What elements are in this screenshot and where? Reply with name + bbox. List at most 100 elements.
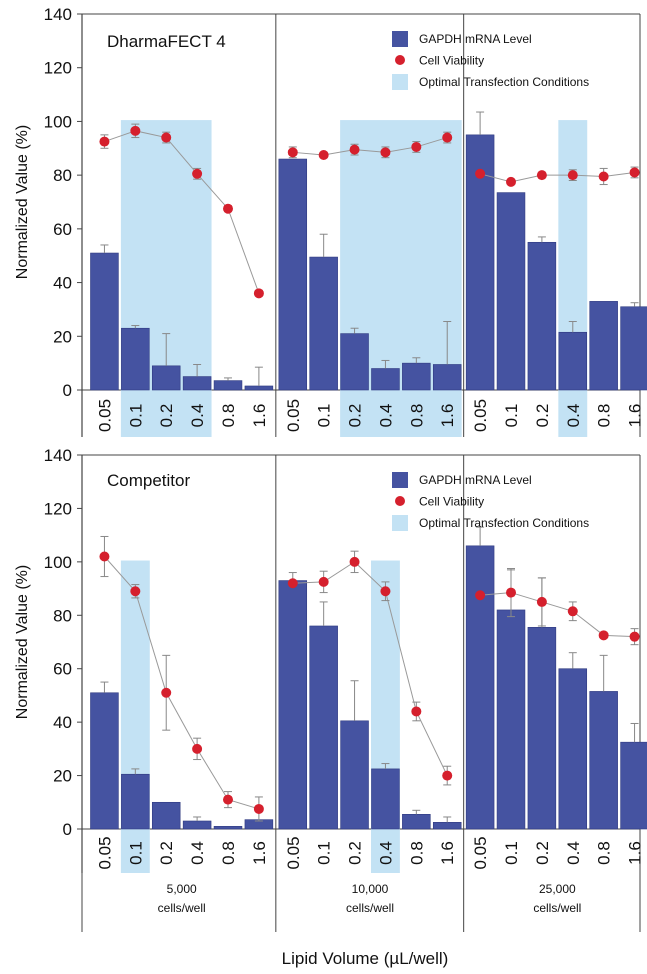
viability-point [567,170,578,181]
gapdh-bar [213,826,243,830]
viability-point [567,606,578,617]
gapdh-bar [151,365,181,391]
y-tick-label: 140 [44,446,72,465]
y-tick-label: 100 [44,553,72,572]
gapdh-bar [496,609,526,830]
gapdh-bar [90,692,119,830]
group-label-count: 10,000 [352,882,389,896]
viability-point [442,770,453,781]
x-tick-label: 1.6 [626,841,645,865]
legend-swatch-optimal [392,74,408,90]
x-axis-label: Lipid Volume (µL/well) [282,949,449,968]
viability-point [130,125,141,136]
viability-line [479,171,635,183]
viability-point [223,203,233,214]
gapdh-bar [620,741,647,830]
viability-point [629,631,640,642]
x-tick-label: 0.2 [157,841,176,865]
viability-line [480,592,635,638]
x-tick-label: 0.2 [533,404,552,428]
gapdh-bar [589,301,618,391]
viability-point [598,171,609,182]
x-tick-label: 0.05 [95,836,114,869]
gapdh-bar [244,385,274,391]
viability-point [99,551,110,562]
viability-point [506,176,516,187]
viability-point [287,147,298,158]
gapdh-bar [589,691,618,830]
legend-label: Optimal Transfection Conditions [419,75,589,89]
gapdh-bar [121,327,150,391]
viability-point [598,630,609,641]
x-tick-label: 0.8 [595,404,614,428]
legend-label: GAPDH mRNA Level [419,32,532,46]
viability-point [253,803,264,814]
x-tick-label: 0.2 [157,404,176,428]
x-tick-label: 0.8 [219,404,238,428]
x-tick-label: 0.8 [407,841,426,865]
x-tick-label: 1.6 [626,404,645,428]
x-tick-label: 0.05 [471,836,490,869]
group-label-unit: cells/well [158,901,206,915]
x-tick-label: 0.05 [284,836,303,869]
viability-point [161,687,172,698]
panel-title: Competitor [107,471,190,490]
gapdh-bar [309,625,338,830]
gapdh-bar [90,252,119,391]
x-tick-label: 0.1 [315,841,334,865]
x-tick-label: 1.6 [250,404,269,428]
x-tick-label: 0.8 [407,404,426,428]
viability-point [130,586,141,597]
gapdh-bar [278,158,308,391]
legend-label: GAPDH mRNA Level [419,473,532,487]
x-tick-label: 0.2 [346,404,365,428]
viability-point [253,288,264,299]
x-tick-label: 0.4 [188,404,207,428]
y-tick-label: 60 [53,660,72,679]
x-tick-label: 1.6 [250,841,269,865]
gapdh-bar [527,241,557,391]
x-tick-label: 0.1 [502,841,521,865]
y-tick-label: 40 [53,274,72,293]
gapdh-bar [340,720,369,830]
viability-point [442,132,453,143]
gapdh-bar [432,364,462,391]
viability-point [536,596,547,607]
y-tick-label: 20 [53,327,72,346]
viability-point [99,136,110,147]
viability-point [318,150,329,160]
viability-line [292,137,448,156]
x-tick-label: 0.4 [376,404,395,428]
gapdh-bar [182,820,212,830]
y-axis-label: Normalized Value (%) [14,125,31,279]
y-tick-label: 40 [53,713,72,732]
viability-line [104,556,260,810]
x-tick-label: 0.05 [471,399,490,432]
y-tick-label: 120 [44,499,72,518]
viability-point [349,144,360,155]
x-tick-label: 0.4 [564,841,583,865]
gapdh-bar [558,668,588,830]
y-tick-label: 120 [44,59,72,78]
viability-point [223,794,233,805]
gapdh-bar [121,773,150,830]
y-tick-label: 80 [53,606,72,625]
group-label-count: 5,000 [167,882,197,896]
gapdh-bar [432,822,462,830]
gapdh-bar [182,376,212,391]
gapdh-bar [465,545,495,830]
viability-point [411,141,422,152]
viability-point [192,743,203,754]
gapdh-bar [402,362,431,391]
legend-swatch-gapdh [392,31,408,47]
viability-point [475,590,486,601]
gapdh-bar [527,627,557,830]
legend-swatch-gapdh [392,472,408,488]
viability-point [536,170,547,181]
group-label-count: 25,000 [539,882,576,896]
viability-point [192,168,203,179]
viability-line [292,561,448,776]
y-tick-label: 60 [53,220,72,239]
gapdh-bar [402,814,431,830]
